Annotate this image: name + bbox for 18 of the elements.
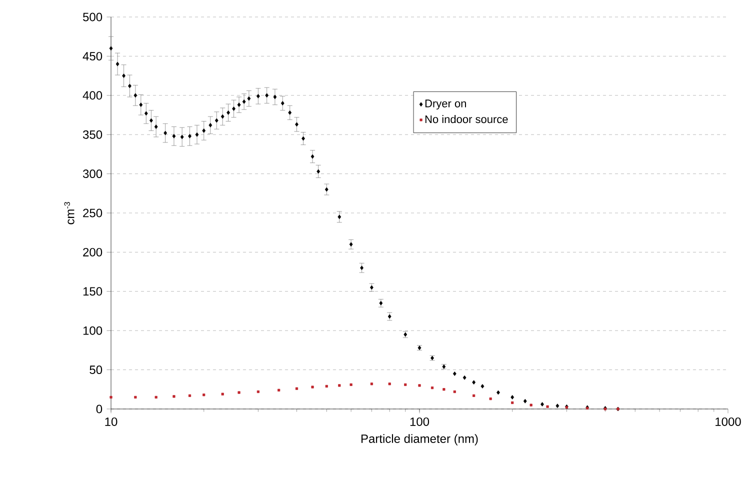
y-tick-label: 500	[83, 12, 102, 22]
legend-label: Dryer on	[425, 100, 466, 110]
y-tick-label: 150	[83, 287, 102, 296]
y-tick-label: 250	[83, 208, 102, 218]
y-tick-label: 450	[82, 52, 102, 60]
x-axis-title: Particle diameter (nm)	[361, 434, 478, 446]
x-tick-label: 10	[105, 417, 118, 426]
y-tick-label: 350	[82, 130, 102, 139]
y-tick-label: 400	[82, 91, 102, 100]
y-tick-label: 200	[83, 248, 102, 256]
x-tick-label: 100	[410, 417, 430, 426]
x-tick-label: 1000	[716, 417, 741, 426]
y-tick-label: 300	[82, 170, 102, 178]
y-axis-title: cm$^{-3}$	[64, 202, 74, 224]
y-tick-label: 100	[83, 326, 102, 335]
y-tick-label: 0	[96, 404, 102, 414]
legend-label: No indoor source	[425, 115, 508, 124]
y-tick-label: 50	[90, 366, 102, 374]
